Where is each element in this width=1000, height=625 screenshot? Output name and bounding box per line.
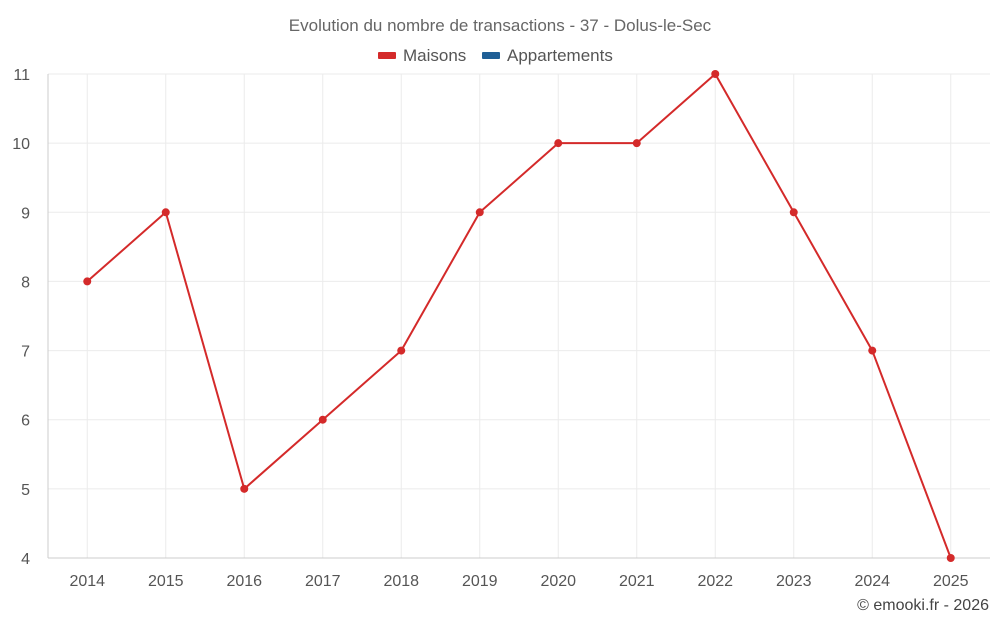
data-point[interactable] (161, 208, 170, 217)
x-tick-label: 2021 (619, 573, 655, 590)
y-tick-label: 5 (21, 482, 30, 499)
legend-swatch-appartements[interactable] (482, 52, 500, 59)
data-point[interactable] (475, 208, 484, 217)
y-tick-label: 8 (21, 274, 30, 291)
x-tick-label: 2014 (69, 573, 105, 590)
x-tick-label: 2020 (540, 573, 576, 590)
y-axis: 4 5 6 7 8 9 10 11 (12, 67, 49, 568)
y-tick-label: 11 (13, 67, 30, 84)
data-point[interactable] (632, 139, 641, 148)
y-tick-label: 4 (21, 551, 30, 568)
x-tick-label: 2015 (148, 573, 184, 590)
legend-label-appartements[interactable]: Appartements (507, 46, 613, 65)
data-point[interactable] (711, 70, 720, 78)
x-tick-label: 2023 (776, 573, 812, 590)
y-tick-label: 7 (21, 344, 30, 361)
chart-title: Evolution du nombre de transactions - 37… (289, 16, 712, 35)
series-layer (83, 70, 955, 562)
x-tick-label: 2024 (854, 573, 890, 590)
data-point[interactable] (789, 208, 798, 217)
y-tick-label: 6 (21, 413, 30, 430)
credit-text: © emooki.fr - 2026 (857, 597, 989, 614)
x-tick-label: 2017 (305, 573, 341, 590)
x-tick-label: 2016 (226, 573, 262, 590)
x-axis: 2014 2015 2016 2017 2018 2019 2020 2021 2022 2023… (48, 557, 990, 590)
data-point[interactable] (554, 139, 563, 148)
x-tick-label: 2025 (933, 573, 969, 590)
x-tick-label: 2019 (462, 573, 498, 590)
data-point[interactable] (868, 346, 877, 355)
legend-label-maisons[interactable]: Maisons (403, 46, 466, 65)
data-point[interactable] (83, 277, 92, 286)
data-point[interactable] (946, 554, 955, 562)
y-tick-label: 10 (12, 136, 30, 153)
data-point[interactable] (240, 484, 249, 493)
series-line-maisons (86, 73, 952, 559)
legend-swatch-maisons[interactable] (378, 52, 396, 59)
data-point[interactable] (397, 346, 406, 355)
x-tick-label: 2022 (697, 573, 733, 590)
legend: Maisons Appartements (378, 46, 613, 65)
y-tick-label: 9 (21, 205, 30, 222)
data-point[interactable] (318, 415, 327, 424)
x-tick-label: 2018 (383, 573, 419, 590)
grid (48, 73, 990, 558)
